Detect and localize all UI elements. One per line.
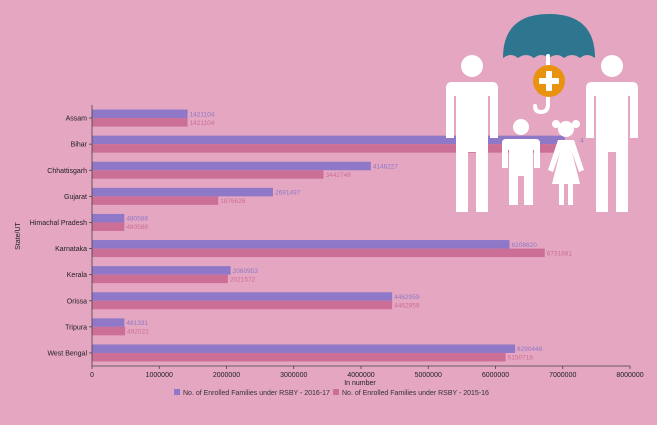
data-label: 480588 bbox=[126, 224, 148, 231]
boy-figure-icon bbox=[502, 119, 540, 205]
bar-2015-16 bbox=[92, 170, 324, 179]
x-tick-label: 1000000 bbox=[146, 372, 173, 379]
bar-2015-16 bbox=[92, 352, 506, 362]
bar-2016-17 bbox=[92, 187, 274, 197]
father-figure-icon bbox=[446, 55, 498, 212]
legend-swatch-2015-16 bbox=[333, 389, 339, 395]
bar-2016-17 bbox=[92, 344, 516, 353]
category-label: Orissa bbox=[67, 298, 87, 305]
y-axis-title: State/UT bbox=[15, 221, 22, 249]
x-tick-label: 3000000 bbox=[280, 372, 307, 379]
x-tick-label: 2000000 bbox=[213, 372, 240, 379]
bar-2015-16 bbox=[92, 118, 188, 127]
bar-2015-16 bbox=[92, 144, 563, 153]
axes: 0 1000000 2000000 3000000 4000000 5000000 6000… bbox=[30, 105, 644, 379]
x-tick-label: 4000000 bbox=[347, 372, 374, 379]
category-label: Assam bbox=[66, 116, 88, 123]
data-label: 6208620 bbox=[512, 242, 538, 249]
bar-2016-17 bbox=[92, 213, 125, 223]
family-health-insurance-icon bbox=[446, 14, 638, 212]
legend: No. of Enrolled Families under RSBY - 20… bbox=[174, 389, 489, 397]
data-label: 6731881 bbox=[547, 250, 573, 257]
data-label: 1421104 bbox=[190, 111, 215, 118]
x-tick-label: 7000000 bbox=[549, 372, 576, 379]
girl-figure-icon bbox=[548, 120, 584, 205]
bar-2015-16 bbox=[92, 300, 393, 310]
bar-2016-17 bbox=[92, 240, 510, 249]
bar-2016-17 bbox=[92, 161, 371, 171]
category-label: Karnataka bbox=[55, 246, 87, 253]
x-tick-label: 5000000 bbox=[415, 372, 442, 379]
bar-2016-17 bbox=[92, 292, 393, 301]
data-label: 4146227 bbox=[373, 163, 399, 170]
data-label: 4462959 bbox=[394, 294, 420, 301]
medical-cross-icon bbox=[533, 65, 565, 97]
data-label: 2060953 bbox=[233, 268, 259, 275]
bar-2015-16 bbox=[92, 248, 545, 258]
category-label: Tripura bbox=[65, 324, 87, 331]
mother-figure-icon bbox=[586, 55, 638, 212]
category-label: Chhattisgarh bbox=[47, 168, 87, 175]
category-label: Himachal Pradesh bbox=[30, 220, 87, 227]
bar-2016-17 bbox=[92, 318, 125, 327]
x-tick-label: 0 bbox=[90, 372, 94, 379]
data-label: 1421104 bbox=[190, 120, 215, 127]
bar-2015-16 bbox=[92, 274, 228, 284]
x-tick-label: 6000000 bbox=[482, 372, 509, 379]
data-label: 2021572 bbox=[230, 276, 256, 283]
data-label: 492022 bbox=[127, 329, 149, 336]
bar-2016-17 bbox=[92, 266, 231, 275]
legend-swatch-2016-17 bbox=[174, 389, 180, 395]
legend-label-2016-17: No. of Enrolled Families under RSBY - 20… bbox=[183, 390, 330, 397]
category-label: Kerala bbox=[67, 272, 87, 279]
bar-2015-16 bbox=[92, 196, 219, 205]
data-label: 1876626 bbox=[220, 198, 246, 205]
bar-2015-16 bbox=[92, 222, 125, 231]
data-label: 4462959 bbox=[394, 302, 420, 309]
data-label-partial: 4 bbox=[580, 137, 584, 144]
x-axis-title: In number bbox=[344, 380, 376, 387]
plot-area: 1421104 1421104 4146227 3442748 2691497 18766… bbox=[92, 109, 584, 362]
data-label: 6150716 bbox=[508, 355, 534, 362]
x-tick-label: 8000000 bbox=[616, 372, 643, 379]
bar-2015-16 bbox=[92, 326, 126, 336]
category-label: West Bengal bbox=[47, 350, 87, 357]
bar-2016-17 bbox=[92, 135, 565, 145]
category-label: Bihar bbox=[71, 142, 88, 149]
data-label: 481331 bbox=[126, 320, 148, 327]
data-label: 6290448 bbox=[517, 346, 543, 353]
umbrella-icon bbox=[503, 14, 595, 115]
data-label: 480588 bbox=[126, 216, 148, 223]
category-label: Gujarat bbox=[64, 194, 87, 201]
data-label: 2691497 bbox=[275, 190, 301, 197]
data-label: 3442748 bbox=[326, 172, 352, 179]
bar-2016-17 bbox=[92, 109, 188, 119]
legend-label-2015-16: No. of Enrolled Families under RSBY - 20… bbox=[342, 390, 489, 397]
